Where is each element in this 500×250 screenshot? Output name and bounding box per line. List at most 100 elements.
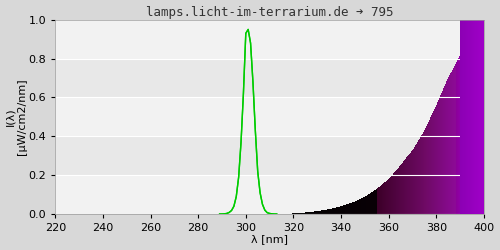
Bar	[351, 203, 352, 214]
Bar	[308, 212, 309, 214]
Bar	[411, 152, 412, 214]
Bar	[328, 209, 329, 214]
Bar	[400, 165, 401, 214]
Bar	[472, 33, 473, 214]
Bar	[458, 57, 459, 214]
Bar	[420, 136, 421, 214]
Bar	[356, 200, 357, 214]
Bar	[381, 185, 382, 214]
Bar	[441, 94, 442, 214]
Bar	[395, 172, 396, 214]
Bar	[480, 24, 481, 214]
Bar	[400, 165, 401, 214]
Bar	[434, 109, 435, 214]
Bar	[419, 138, 420, 214]
Bar	[458, 57, 459, 214]
Bar	[338, 207, 339, 214]
Bar	[316, 211, 317, 214]
Bar	[305, 212, 306, 214]
Bar	[392, 174, 393, 214]
Bar	[483, 20, 484, 214]
Bar	[332, 208, 333, 214]
Bar	[305, 212, 306, 214]
Bar	[315, 211, 316, 214]
Bar	[317, 211, 318, 214]
Bar	[384, 182, 385, 214]
Bar	[323, 210, 324, 214]
Bar	[339, 207, 340, 214]
Bar	[353, 202, 354, 214]
Bar	[301, 213, 302, 214]
Bar	[422, 133, 423, 214]
Bar	[314, 212, 315, 214]
Bar	[389, 179, 390, 214]
Bar	[319, 211, 320, 214]
Bar	[363, 197, 364, 214]
Bar	[376, 189, 377, 214]
Bar	[467, 42, 468, 214]
Bar	[354, 202, 355, 214]
Bar	[466, 42, 467, 214]
Bar	[380, 185, 381, 214]
Bar	[437, 103, 438, 214]
Bar	[333, 208, 334, 214]
Bar	[372, 191, 373, 214]
Bar	[462, 50, 463, 214]
Bar	[455, 64, 456, 214]
Bar	[463, 49, 464, 214]
Bar	[438, 100, 439, 214]
Bar	[454, 65, 455, 214]
Bar	[357, 200, 358, 214]
Bar	[56, 58, 484, 98]
Bar	[443, 90, 444, 214]
Bar	[363, 197, 364, 214]
Bar	[397, 170, 398, 214]
Bar	[300, 213, 301, 214]
Bar	[367, 195, 368, 214]
Bar	[316, 211, 317, 214]
Bar	[326, 210, 327, 214]
Bar	[366, 195, 367, 214]
Bar	[325, 210, 326, 214]
Bar	[403, 162, 404, 214]
Bar	[296, 213, 297, 214]
Bar	[318, 211, 319, 214]
Bar	[303, 213, 304, 214]
Bar	[455, 64, 456, 214]
Bar	[392, 174, 393, 214]
Bar	[303, 213, 304, 214]
Bar	[478, 26, 479, 214]
Bar	[329, 209, 330, 214]
Bar	[483, 20, 484, 214]
Bar	[389, 179, 390, 214]
Bar	[338, 207, 339, 214]
Bar	[379, 186, 380, 214]
Bar	[412, 149, 413, 214]
Bar	[444, 86, 445, 214]
Bar	[374, 190, 375, 214]
Bar	[417, 142, 418, 214]
Bar	[427, 124, 428, 214]
Bar	[378, 187, 379, 214]
Bar	[365, 196, 366, 214]
Bar	[478, 26, 479, 214]
Bar	[434, 109, 435, 214]
Bar	[56, 98, 484, 136]
Bar	[374, 190, 375, 214]
Bar	[449, 76, 450, 214]
Bar	[428, 121, 429, 214]
Bar	[480, 24, 481, 214]
Bar	[298, 213, 299, 214]
Bar	[477, 28, 478, 214]
Bar	[453, 68, 454, 214]
Bar	[375, 190, 376, 214]
Bar	[383, 183, 384, 214]
Bar	[320, 210, 321, 214]
Bar	[332, 208, 333, 214]
Bar	[327, 210, 328, 214]
Bar	[350, 203, 351, 214]
Bar	[315, 211, 316, 214]
Bar	[429, 120, 430, 214]
Bar	[358, 200, 359, 214]
Bar	[334, 208, 335, 214]
